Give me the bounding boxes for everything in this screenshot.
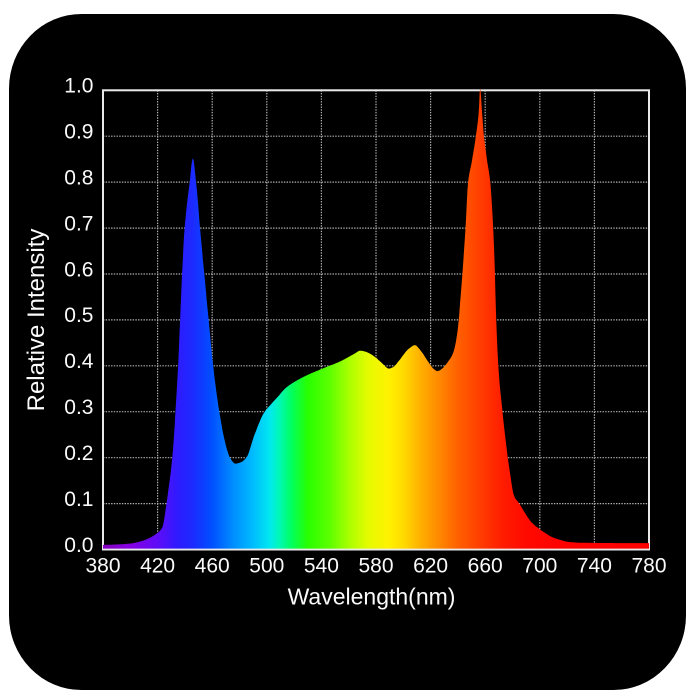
- svg-text:0.3: 0.3: [64, 396, 93, 419]
- svg-text:0.1: 0.1: [64, 488, 93, 511]
- svg-text:540: 540: [304, 555, 339, 578]
- svg-text:1.0: 1.0: [64, 75, 93, 98]
- svg-text:0.0: 0.0: [64, 534, 93, 557]
- svg-text:500: 500: [249, 555, 284, 578]
- svg-text:420: 420: [140, 555, 175, 578]
- svg-text:660: 660: [468, 555, 503, 578]
- svg-text:380: 380: [85, 555, 120, 578]
- svg-text:700: 700: [522, 555, 557, 578]
- svg-text:460: 460: [195, 555, 230, 578]
- svg-text:0.9: 0.9: [64, 121, 93, 144]
- svg-text:0.7: 0.7: [64, 212, 93, 235]
- svg-text:0.2: 0.2: [64, 442, 93, 465]
- svg-text:780: 780: [631, 555, 666, 578]
- svg-text:0.8: 0.8: [64, 166, 93, 189]
- svg-text:0.5: 0.5: [64, 304, 93, 327]
- svg-text:Wavelength(nm): Wavelength(nm): [288, 584, 456, 610]
- svg-text:620: 620: [413, 555, 448, 578]
- svg-text:740: 740: [577, 555, 612, 578]
- svg-text:Relative Intensity: Relative Intensity: [23, 229, 50, 412]
- svg-text:0.6: 0.6: [64, 258, 93, 281]
- svg-text:580: 580: [358, 555, 393, 578]
- svg-text:0.4: 0.4: [64, 350, 94, 373]
